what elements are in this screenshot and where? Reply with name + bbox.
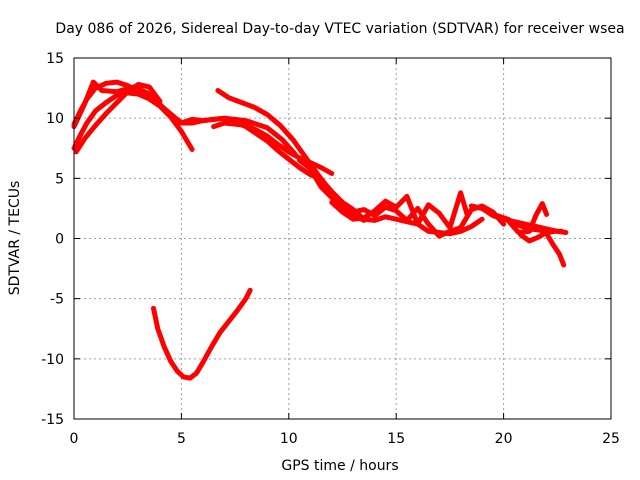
series-arc-8: [297, 157, 507, 239]
data-traces: [71, 79, 569, 381]
series-arc-11: [468, 203, 569, 235]
series-arc-4: [71, 79, 298, 157]
series-arc-7: [211, 120, 335, 176]
y-tick-label: -10: [41, 352, 64, 368]
series-arc-10: [329, 190, 470, 231]
y-tick-label: 5: [55, 171, 64, 187]
x-tick-label: 25: [602, 431, 620, 447]
series-arc-9: [307, 167, 485, 237]
y-tick-labels: -15 -10 -5 0 5 10 15: [41, 51, 64, 428]
y-tick-label: 15: [46, 51, 64, 67]
chart-title: Day 086 of 2026, Sidereal Day-to-day VTE…: [55, 21, 624, 37]
x-tick-labels: 0 5 10 15 20 25: [70, 431, 620, 447]
series-arc-3: [73, 82, 163, 155]
y-tick-label: -5: [50, 292, 64, 308]
series-arc-13: [505, 201, 550, 235]
gridlines: [74, 58, 611, 419]
series-arc-14: [518, 228, 565, 244]
ticks: [73, 57, 612, 420]
series-arc-1: [71, 90, 195, 152]
x-axis-label: GPS time / hours: [281, 458, 398, 474]
y-axis-label: SDTVAR / TECUs: [7, 181, 23, 296]
x-tick-label: 10: [280, 431, 298, 447]
x-tick-label: 0: [70, 431, 79, 447]
y-tick-label: 0: [55, 232, 64, 248]
x-tick-label: 20: [495, 431, 513, 447]
y-tick-label: -15: [41, 412, 64, 428]
series-arc-15: [151, 287, 253, 381]
x-tick-label: 5: [177, 431, 186, 447]
y-tick-label: 10: [46, 111, 64, 127]
x-tick-label: 15: [387, 431, 405, 447]
